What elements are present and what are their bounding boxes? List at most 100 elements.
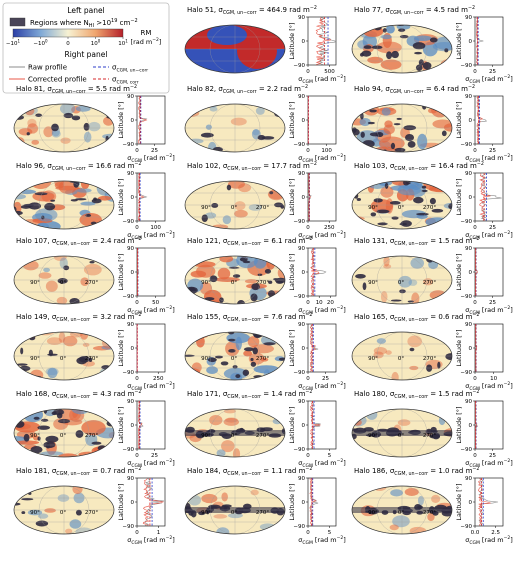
nhi-mask-region <box>21 511 26 515</box>
map-blob <box>429 290 447 300</box>
halo-panels: Halo 51, σCGM, un−corr = 464.9 rad m−2 La… <box>13 5 513 546</box>
xtick-label: 0 <box>306 225 310 231</box>
profile-ylabel: Latitude [°] <box>117 253 125 290</box>
map-blob <box>207 25 247 45</box>
panel-title: Halo 131, σCGM, un−corr = 1.5 rad m−2 <box>354 236 479 247</box>
profile-axes <box>136 247 166 297</box>
halo-panel-103: Halo 103, σCGM, un−corr = 16.4 rad m−290… <box>351 161 513 241</box>
map-lon-label: 270° <box>256 280 269 286</box>
nhi-mask-region <box>193 106 199 109</box>
rm-sky-map <box>185 332 285 380</box>
map-lon-label: 90° <box>201 356 211 362</box>
map-blob <box>97 195 112 201</box>
ytick-label: −90 <box>122 219 134 225</box>
nhi-mask-region <box>221 504 232 508</box>
profile-xlabel: σCGM [rad m−2] <box>298 230 346 241</box>
profile-ylabel: Latitude [°] <box>455 329 463 366</box>
profile-xlabel: σCGM [rad m−2] <box>127 153 175 164</box>
map-lon-label: 270° <box>423 205 436 211</box>
map-graticule <box>38 256 90 304</box>
map-blob <box>25 145 33 152</box>
map-blob <box>37 513 49 519</box>
nhi-mask-region <box>356 145 360 152</box>
profile-axes <box>474 400 504 450</box>
map-graticule <box>376 25 428 73</box>
panel-title: Halo 165, σCGM, un−corr = 0.6 rad m−2 <box>354 312 479 323</box>
nhi-mask-region <box>405 133 415 142</box>
xtick-label: 0 <box>473 148 477 154</box>
profile-xlabel: σCGM [rad m−2] <box>298 535 346 546</box>
legend-corrected-label: Corrected profile <box>28 76 87 84</box>
nhi-mask-region <box>447 368 452 376</box>
corrected-profile <box>315 17 332 65</box>
map-blob <box>390 489 404 497</box>
xtick-label: 0 <box>135 453 139 459</box>
nhi-mask-region <box>250 357 254 362</box>
map-lon-label: 90° <box>368 510 378 516</box>
ytick-label: 90 <box>298 94 305 100</box>
panel-title: Halo 121, σCGM, un−corr = 6.1 rad m−2 <box>187 236 312 247</box>
map-blob <box>36 222 49 229</box>
map-lon-label: 0° <box>60 280 66 286</box>
map-blob <box>45 280 58 292</box>
nhi-mask-region <box>264 268 272 274</box>
nhi-mask-region <box>187 332 196 334</box>
xtick-label: 0 <box>135 376 139 382</box>
xtick-label: 500 <box>324 69 335 75</box>
profile-xlabel: σCGM [rad m−2] <box>298 153 346 164</box>
nhi-mask-region <box>367 121 375 125</box>
ytick-label: 90 <box>127 171 134 177</box>
map-blob <box>36 332 55 336</box>
ytick-label: 90 <box>127 94 134 100</box>
map-blob <box>14 440 40 445</box>
xtick-label: 0 <box>473 376 477 382</box>
nhi-mask-region <box>373 198 383 203</box>
nhi-mask-region <box>281 290 285 296</box>
nhi-mask-region <box>242 260 251 264</box>
map-blob <box>408 279 418 286</box>
panel-title: Halo 155, σCGM, un−corr = 7.6 rad m−2 <box>187 312 312 323</box>
map-blob <box>27 123 39 134</box>
profile-axes <box>474 247 504 297</box>
map-blob <box>352 185 359 191</box>
map-graticule <box>209 332 261 380</box>
map-outline <box>184 331 286 381</box>
rm-sky-map <box>352 256 452 304</box>
profile-axes <box>307 247 337 297</box>
map-blob <box>398 275 412 288</box>
halo-panel-155: Halo 155, σCGM, un−corr = 7.6 rad m−2 90°… <box>184 312 346 392</box>
xtick-label: 5 <box>328 453 332 459</box>
map-graticule <box>376 409 428 457</box>
map-blob <box>248 204 263 211</box>
nhi-mask-region <box>250 293 258 302</box>
profile-xlabel: σCGM [rad m−2] <box>465 153 513 164</box>
map-blob <box>80 277 90 286</box>
xtick-label: 0 <box>135 300 139 306</box>
xtick-label: 10 <box>316 300 323 306</box>
nhi-mask-region <box>257 135 266 141</box>
map-blob <box>389 524 399 531</box>
map-outline <box>184 103 286 153</box>
map-blob <box>80 201 96 206</box>
nhi-mask-region <box>98 256 110 263</box>
nhi-mask-region <box>239 257 248 262</box>
xtick-label: 2.5 <box>491 530 500 536</box>
map-lon-label: 90° <box>201 510 211 516</box>
ytick-label: 0 <box>469 423 473 429</box>
map-lon-label: 270° <box>256 205 269 211</box>
xtick-label: 20 <box>327 300 334 306</box>
map-blob <box>45 367 59 376</box>
map-blob <box>443 123 452 132</box>
map-graticule <box>376 256 428 304</box>
map-blob <box>381 107 391 116</box>
ytick-label: 90 <box>127 399 134 405</box>
map-lon-label: 0° <box>60 433 66 439</box>
map-graticule <box>209 25 261 73</box>
nhi-mask-region <box>21 498 34 501</box>
halo-panel-81: Halo 81, σCGM, un−corr = 5.5 rad m−2 Lati… <box>13 84 175 164</box>
map-blob <box>404 488 419 496</box>
map-outline <box>13 180 115 230</box>
panel-title: Halo 171, σCGM, un−corr = 1.4 rad m−2 <box>187 389 312 400</box>
nhi-mask-region <box>251 283 260 291</box>
nhi-mask-region <box>376 209 390 214</box>
